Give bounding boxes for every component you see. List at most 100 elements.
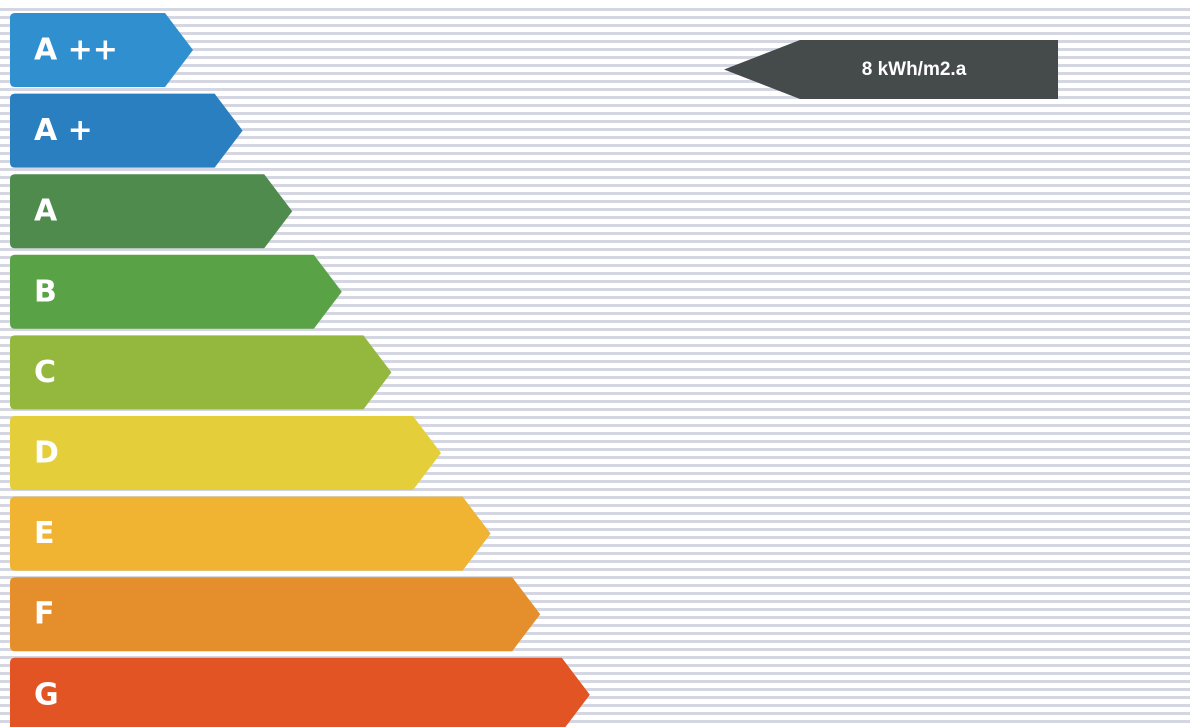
rule-line	[0, 608, 1190, 611]
rule-line	[0, 152, 1190, 155]
rule-line	[0, 520, 1190, 523]
rule-line	[0, 696, 1190, 699]
rule-line	[0, 624, 1190, 627]
rule-line	[0, 192, 1190, 195]
energy-class-bar	[10, 416, 441, 490]
rule-line	[0, 328, 1190, 331]
rule-line	[0, 552, 1190, 555]
energy-class-1: A ++	[10, 13, 193, 87]
rule-line	[0, 336, 1190, 339]
energy-class-bar	[10, 657, 590, 727]
rule-line	[0, 344, 1190, 347]
rule-line	[0, 128, 1190, 131]
marker-value: 8 kWh/m2.a	[862, 59, 967, 80]
rule-line	[0, 496, 1190, 499]
rule-line	[0, 88, 1190, 91]
rule-line	[0, 392, 1190, 395]
energy-class-6: D	[10, 416, 441, 490]
rule-line	[0, 672, 1190, 675]
rule-line	[0, 312, 1190, 315]
energy-class-bar	[10, 254, 342, 329]
energy-class-bars: A ++ A + A B C D E F G	[10, 13, 590, 727]
rule-line	[0, 208, 1190, 211]
rule-line	[0, 72, 1190, 75]
rule-line	[0, 528, 1190, 531]
rule-line	[0, 48, 1190, 51]
energy-class-5: C	[10, 335, 392, 410]
background-rules	[0, 8, 1190, 723]
rule-line	[0, 368, 1190, 371]
energy-class-bar	[10, 13, 193, 87]
rule-line	[0, 256, 1190, 259]
rule-line	[0, 16, 1190, 19]
energy-class-9: G	[10, 657, 590, 727]
rule-line	[0, 456, 1190, 459]
rule-line	[0, 232, 1190, 235]
rule-line	[0, 568, 1190, 571]
energy-class-bar	[10, 174, 293, 249]
energy-class-bar	[10, 577, 541, 652]
energy-class-label: F	[34, 597, 55, 632]
rule-line	[0, 40, 1190, 43]
energy-class-bar	[10, 496, 491, 571]
rule-line	[0, 32, 1190, 35]
energy-class-3: A	[10, 174, 293, 249]
rule-line	[0, 112, 1190, 115]
rule-line	[0, 680, 1190, 683]
rule-line	[0, 640, 1190, 643]
rule-line	[0, 720, 1190, 723]
rule-line	[0, 632, 1190, 635]
rule-line	[0, 712, 1190, 715]
rule-line	[0, 8, 1190, 11]
rule-line	[0, 480, 1190, 483]
energy-class-label: E	[34, 516, 55, 551]
energy-class-label: G	[34, 677, 59, 712]
rule-line	[0, 224, 1190, 227]
rule-line	[0, 600, 1190, 603]
rule-line	[0, 384, 1190, 387]
energy-class-label: A ++	[34, 33, 118, 68]
energy-class-bar	[10, 335, 392, 410]
rule-line	[0, 472, 1190, 475]
rule-line	[0, 320, 1190, 323]
rule-line	[0, 448, 1190, 451]
rule-line	[0, 120, 1190, 123]
rule-line	[0, 512, 1190, 515]
rule-line	[0, 688, 1190, 691]
rule-line	[0, 560, 1190, 563]
energy-class-label: A	[34, 194, 58, 229]
rule-line	[0, 656, 1190, 659]
energy-class-bar	[10, 93, 243, 168]
rule-line	[0, 160, 1190, 163]
energy-class-label: A +	[34, 113, 93, 148]
rule-line	[0, 240, 1190, 243]
rule-line	[0, 424, 1190, 427]
rule-line	[0, 576, 1190, 579]
rule-line	[0, 144, 1190, 147]
marker-arrow	[724, 40, 1058, 99]
rule-line	[0, 704, 1190, 707]
rule-line	[0, 432, 1190, 435]
rule-line	[0, 360, 1190, 363]
rule-line	[0, 280, 1190, 283]
rule-line	[0, 264, 1190, 267]
rule-line	[0, 376, 1190, 379]
energy-class-8: F	[10, 577, 541, 652]
energy-class-4: B	[10, 254, 342, 329]
rule-line	[0, 56, 1190, 59]
rule-line	[0, 184, 1190, 187]
rule-line	[0, 504, 1190, 507]
rule-line	[0, 400, 1190, 403]
rule-line	[0, 216, 1190, 219]
rule-line	[0, 464, 1190, 467]
energy-class-7: E	[10, 496, 491, 571]
consumption-marker: 8 kWh/m2.a	[724, 40, 1058, 99]
rule-line	[0, 64, 1190, 67]
rule-line	[0, 616, 1190, 619]
energy-class-label: D	[34, 436, 59, 471]
rule-line	[0, 664, 1190, 667]
energy-class-label: C	[34, 355, 56, 390]
rule-line	[0, 352, 1190, 355]
rule-line	[0, 136, 1190, 139]
